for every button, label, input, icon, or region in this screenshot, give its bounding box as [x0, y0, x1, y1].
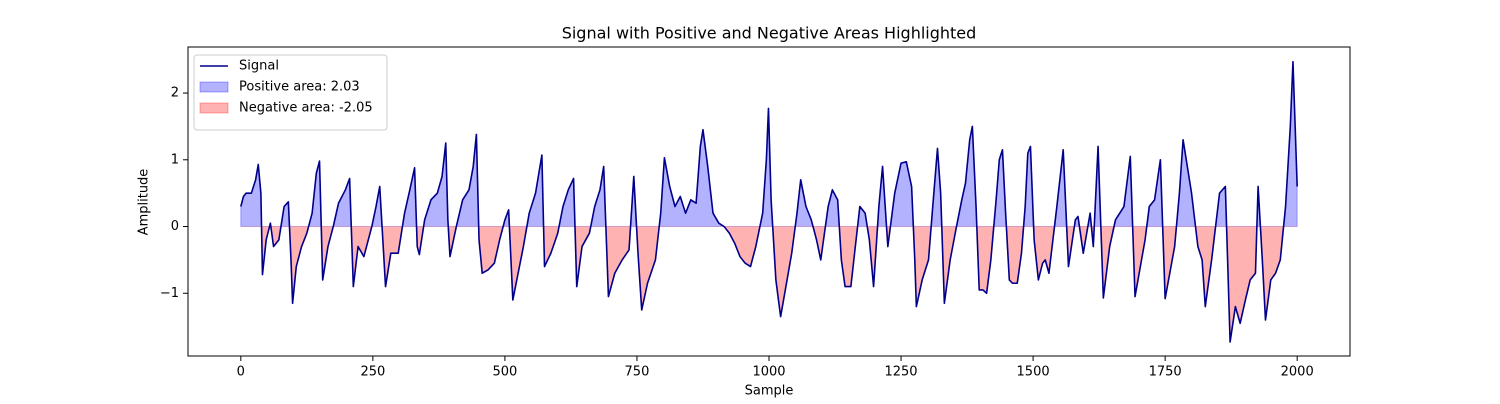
- legend-label: Signal: [239, 59, 279, 74]
- area-fill: [240, 61, 1298, 227]
- x-tick-label: 1000: [752, 365, 785, 380]
- signal-line: [240, 60, 1298, 343]
- legend-patch: [199, 102, 229, 114]
- x-tick-label: 0: [237, 365, 245, 380]
- y-tick-label: −1: [160, 286, 179, 301]
- chart-title: Signal with Positive and Negative Areas …: [562, 24, 977, 43]
- x-tick-label: 1250: [884, 365, 917, 380]
- y-tick-label: 1: [171, 152, 179, 167]
- y-axis-label: Amplitude: [137, 169, 152, 236]
- x-tick-label: 500: [492, 365, 517, 380]
- x-tick-label: 1750: [1149, 365, 1182, 380]
- x-tick-label: 250: [360, 365, 385, 380]
- y-tick-label: 0: [171, 219, 179, 234]
- x-tick-label: 2000: [1281, 365, 1314, 380]
- x-tick-label: 1500: [1017, 365, 1050, 380]
- y-tick-label: 2: [171, 86, 179, 101]
- legend-patch: [199, 81, 229, 93]
- x-tick-label: 750: [625, 365, 650, 380]
- legend-box: [193, 54, 388, 131]
- legend-label: Negative area: -2.05: [239, 101, 373, 116]
- x-axis-label: Sample: [745, 384, 794, 399]
- legend-label: Positive area: 2.03: [239, 80, 360, 95]
